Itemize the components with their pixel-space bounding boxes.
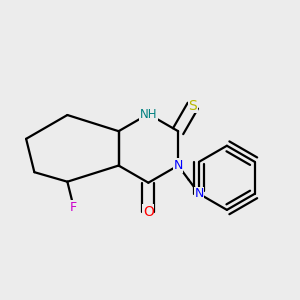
Text: S: S [188,99,197,113]
Text: O: O [143,205,154,219]
Text: N: N [194,187,204,200]
Text: F: F [70,201,77,214]
Text: N: N [173,159,183,172]
Text: NH: NH [140,107,157,121]
